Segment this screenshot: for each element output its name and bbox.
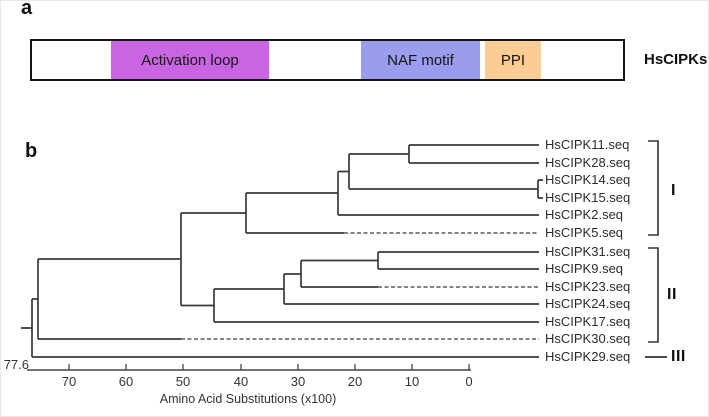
axis-tick-label: 70	[61, 374, 77, 389]
tree-branches-root	[21, 259, 539, 358]
activation-loop-domain: Activation loop	[111, 41, 269, 79]
taxon-label: HsCIPK24.seq	[545, 296, 631, 311]
axis-title: Amino Acid Substitutions (x100)	[159, 392, 337, 406]
protein-family-label: HsCIPKs	[644, 51, 708, 68]
axis-tick-label: 10	[404, 374, 420, 389]
tree-branches-group1	[38, 144, 543, 306]
taxon-label: HsCIPK29.seq	[545, 349, 631, 364]
naf-motif-domain-label: NAF motif	[387, 51, 454, 69]
ppi-domain: PPI	[485, 41, 541, 79]
group2-bracket	[648, 247, 659, 343]
taxon-label: HsCIPK28.seq	[545, 155, 631, 170]
group1-bracket	[648, 140, 659, 236]
axis-tick-label: 30	[290, 374, 306, 389]
taxon-label: HsCIPK11.seq	[545, 137, 630, 152]
taxon-label: HsCIPK30.seq	[545, 331, 631, 346]
axis-tick-label: 40	[233, 374, 249, 389]
tree-branches-group2	[181, 251, 539, 323]
root-length-label: 77.6	[3, 357, 29, 372]
panel-a-label: a	[21, 0, 33, 19]
taxon-label: HsCIPK14.seq	[545, 172, 631, 187]
taxon-label: HsCIPK23.seq	[545, 279, 631, 294]
taxon-label: HsCIPK17.seq	[545, 314, 631, 329]
axis-tick-label: 0	[465, 374, 473, 389]
taxon-label: HsCIPK5.seq	[545, 225, 624, 240]
tree-dashed-branches	[181, 232, 539, 340]
naf-motif-domain: NAF motif	[361, 41, 480, 79]
group2-label: II	[667, 286, 677, 303]
taxon-label: HsCIPK15.seq	[545, 190, 631, 205]
ppi-domain-label: PPI	[500, 51, 526, 69]
axis-tick-label: 60	[118, 374, 134, 389]
axis-tick-label: 20	[347, 374, 363, 389]
panel-b-label: b	[25, 140, 38, 162]
taxon-label: HsCIPK9.seq	[545, 261, 624, 276]
taxon-label: HsCIPK2.seq	[545, 207, 624, 222]
axis-ticks	[68, 364, 470, 370]
axis-tick-label: 50	[175, 374, 191, 389]
taxon-label: HsCIPK31.seq	[545, 244, 631, 259]
group3-label: III	[671, 348, 686, 365]
group1-label: I	[671, 182, 676, 199]
activation-loop-domain-label: Activation loop	[141, 51, 239, 69]
